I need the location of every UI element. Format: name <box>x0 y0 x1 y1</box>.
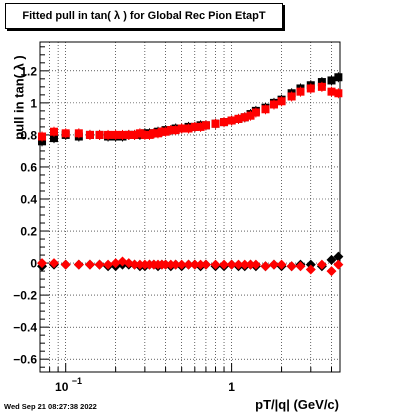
y-tick-label: 0.4 <box>20 192 37 206</box>
y-tick-label: 0 <box>30 257 37 271</box>
mean-marker <box>306 84 315 93</box>
mean-marker <box>287 92 296 101</box>
sigma-marker <box>103 259 114 270</box>
sigma-marker <box>295 261 306 272</box>
sigma-marker <box>326 266 337 277</box>
mean-marker <box>334 89 343 98</box>
mean-marker <box>145 130 154 139</box>
sigma-marker <box>73 259 84 270</box>
mean-marker <box>111 130 120 139</box>
mean-marker <box>220 118 229 127</box>
mean-marker <box>246 111 255 120</box>
mean-marker <box>184 124 193 133</box>
y-tick-label: −0.6 <box>13 353 37 367</box>
sigma-marker <box>195 259 206 270</box>
mean-marker <box>74 129 83 138</box>
mean-marker <box>166 126 175 135</box>
mean-marker <box>85 130 94 139</box>
mean-marker <box>277 97 286 106</box>
sigma-marker <box>333 251 344 262</box>
sigma-marker <box>170 259 181 270</box>
sigma-marker <box>110 258 121 269</box>
y-tick-label: 1 <box>30 96 37 110</box>
mean-marker <box>240 113 249 122</box>
sigma-marker <box>326 254 337 265</box>
sigma-marker <box>226 259 237 270</box>
y-tick-label: 0.6 <box>20 160 37 174</box>
mean-marker <box>171 126 180 135</box>
sigma-marker <box>250 259 261 270</box>
x-tick-label: 1 <box>228 380 235 394</box>
y-tick-label: −0.2 <box>13 289 37 303</box>
mean-marker <box>140 130 149 139</box>
x-tick-label: 10 <box>55 380 69 394</box>
mean-marker <box>38 132 47 141</box>
sigma-marker <box>239 259 250 270</box>
datestamp: Wed Sep 21 08:27:38 2022 <box>4 402 97 411</box>
y-tick-label: 1.2 <box>20 64 37 78</box>
title-box: Fitted pull in tan( λ ) for Global Rec P… <box>5 3 283 29</box>
sigma-marker <box>260 261 271 272</box>
mean-marker <box>95 130 104 139</box>
mean-marker <box>118 130 127 139</box>
mean-marker <box>327 76 336 85</box>
mean-marker <box>196 122 205 131</box>
mean-marker <box>234 114 243 123</box>
mean-marker <box>161 127 170 136</box>
mean-marker <box>49 127 58 136</box>
sigma-marker <box>286 261 297 272</box>
sigma-marker <box>94 259 105 270</box>
sigma-marker <box>48 258 59 269</box>
sigma-marker <box>210 259 221 270</box>
sigma-marker <box>60 259 71 270</box>
mean-marker <box>201 121 210 130</box>
sigma-marker <box>200 259 211 270</box>
mean-marker <box>269 100 278 109</box>
mean-marker <box>327 87 336 96</box>
sigma-marker <box>268 259 279 270</box>
mean-marker <box>149 129 158 138</box>
x-axis-label: pT/|q| (GeV/c) <box>255 397 339 412</box>
mean-marker <box>261 105 270 114</box>
sigma-marker <box>305 264 316 275</box>
mean-marker <box>227 116 236 125</box>
y-tick-label: 0.2 <box>20 225 37 239</box>
mean-marker <box>104 130 113 139</box>
sigma-marker <box>189 259 200 270</box>
sigma-marker <box>129 259 140 270</box>
mean-marker <box>177 124 186 133</box>
sigma-marker <box>245 259 256 270</box>
mean-marker <box>317 82 326 91</box>
sigma-marker <box>219 259 230 270</box>
y-axis-label: pull in tan( λ ) <box>11 55 27 140</box>
sigma-marker <box>233 259 244 270</box>
data-markers <box>37 72 344 277</box>
y-tick-label: 0.8 <box>20 128 37 142</box>
chart-title: Fitted pull in tan( λ ) for Global Rec P… <box>22 10 266 22</box>
sigma-marker <box>333 259 344 270</box>
x-tick-label-exponent: −1 <box>72 376 82 386</box>
mean-marker <box>130 130 139 139</box>
y-tick-label: −0.4 <box>13 321 37 335</box>
sigma-marker <box>316 259 327 270</box>
mean-marker <box>135 129 144 138</box>
sigma-marker <box>276 259 287 270</box>
sigma-marker <box>160 259 171 270</box>
sigma-marker <box>84 259 95 270</box>
mean-marker <box>124 130 133 139</box>
sigma-marker <box>176 259 187 270</box>
mean-marker <box>49 134 58 143</box>
mean-marker <box>251 108 260 117</box>
mean-marker <box>211 119 220 128</box>
mean-marker <box>190 122 199 131</box>
mean-marker <box>334 73 343 82</box>
grid <box>39 42 340 372</box>
mean-marker <box>296 87 305 96</box>
mean-marker <box>61 129 70 138</box>
axes: −0.6 −0.4 −0.2 0 0.2 0.4 0.6 0.8 1 1.2 10 −1 1 <box>13 46 333 394</box>
sigma-marker <box>37 258 48 269</box>
sigma-marker <box>183 259 194 270</box>
